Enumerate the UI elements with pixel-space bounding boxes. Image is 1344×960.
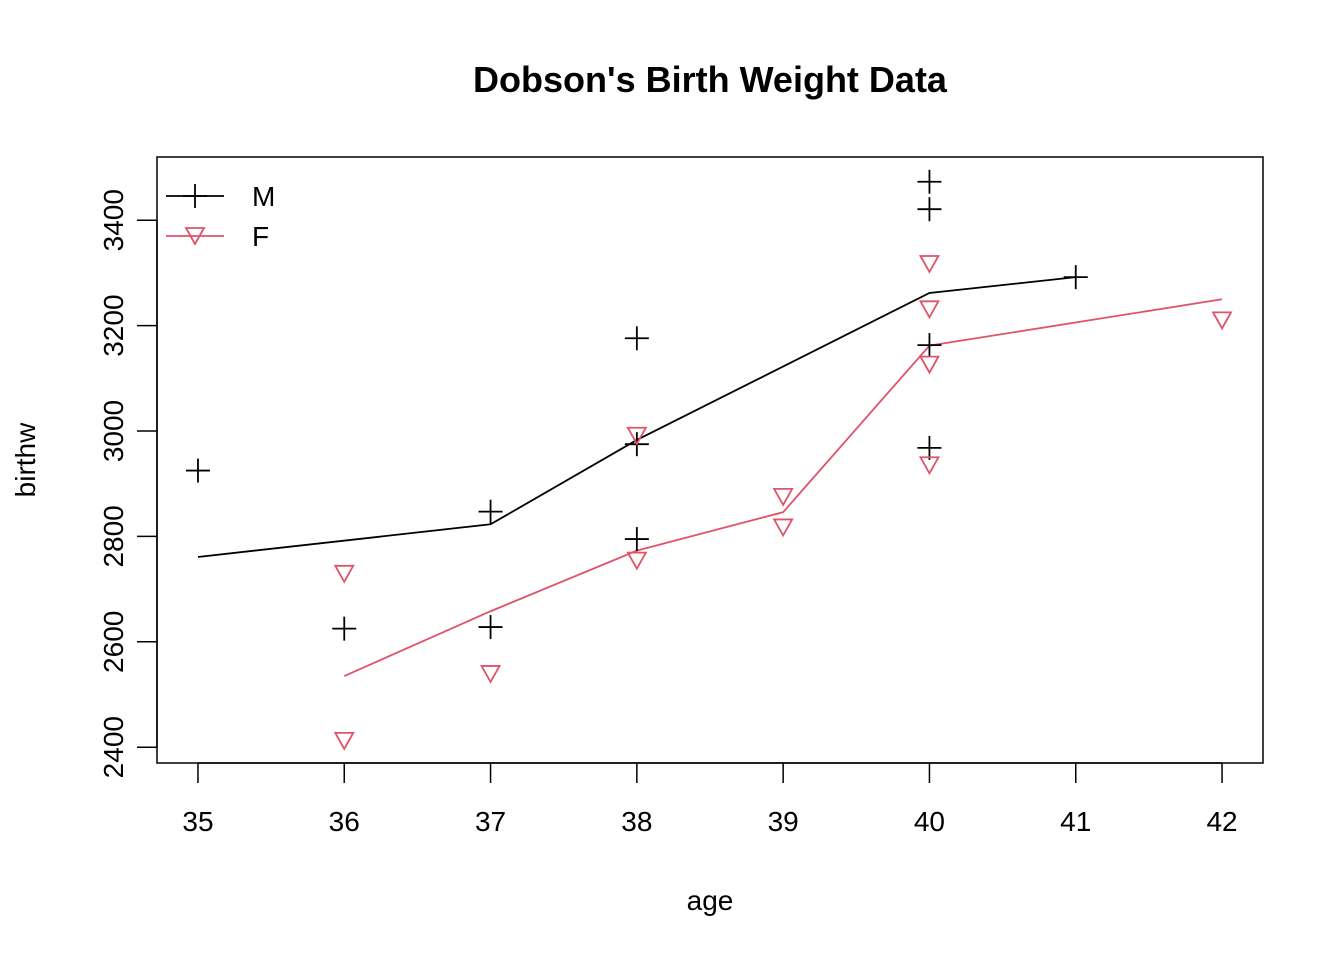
point-f-1 xyxy=(333,731,355,751)
x-tick-label-35: 35 xyxy=(182,806,213,837)
point-f-5 xyxy=(772,487,794,507)
point-m-10 xyxy=(917,435,942,460)
y-tick-label-2600: 2600 xyxy=(98,611,129,673)
x-tick-label-42: 42 xyxy=(1206,806,1237,837)
legend-label-m: M xyxy=(252,181,275,212)
x-axis-label: age xyxy=(687,885,734,916)
x-axis: 35 36 37 38 39 40 41 42 xyxy=(182,762,1238,837)
legend-marker-f xyxy=(184,227,206,246)
fit-line-m xyxy=(197,276,1076,558)
point-m-4 xyxy=(624,326,649,351)
fit-lines xyxy=(197,276,1223,677)
point-m-1 xyxy=(332,616,357,641)
point-f-3 xyxy=(626,426,648,446)
x-tick-label-39: 39 xyxy=(768,806,799,837)
x-tick-label-40: 40 xyxy=(914,806,945,837)
point-m-3 xyxy=(478,615,503,640)
point-m-2 xyxy=(478,499,503,524)
y-axis: 2400 2600 2800 3000 3200 3400 xyxy=(98,189,158,778)
x-tick-label-38: 38 xyxy=(621,806,652,837)
point-f-4 xyxy=(626,551,648,571)
x-tick-label-37: 37 xyxy=(475,806,506,837)
point-f-6 xyxy=(772,518,794,538)
chart-title: Dobson's Birth Weight Data xyxy=(473,59,948,100)
y-tick-label-2400: 2400 xyxy=(98,716,129,778)
point-f-0 xyxy=(333,564,355,584)
y-axis-label: birthw xyxy=(10,422,41,497)
point-m-6 xyxy=(624,527,649,552)
data-points xyxy=(185,169,1233,751)
point-f-7 xyxy=(918,255,940,274)
point-m-0 xyxy=(185,458,210,483)
point-f-8 xyxy=(918,300,940,320)
fit-line-f xyxy=(343,298,1223,677)
y-tick-label-2800: 2800 xyxy=(98,505,129,567)
point-f-9 xyxy=(918,355,940,375)
y-tick-label-3400: 3400 xyxy=(98,189,129,251)
legend-label-f: F xyxy=(252,221,269,252)
point-m-11 xyxy=(1063,265,1088,290)
legend: MF xyxy=(166,181,275,252)
point-f-11 xyxy=(1211,311,1233,331)
x-tick-label-36: 36 xyxy=(329,806,360,837)
point-f-10 xyxy=(918,456,940,476)
point-m-9 xyxy=(917,333,942,358)
y-tick-label-3200: 3200 xyxy=(98,294,129,356)
legend-marker-m xyxy=(183,184,207,208)
x-tick-label-41: 41 xyxy=(1060,806,1091,837)
point-f-2 xyxy=(480,665,502,684)
point-m-7 xyxy=(917,169,942,194)
plot-frame xyxy=(156,156,1264,764)
y-tick-label-3000: 3000 xyxy=(98,400,129,462)
point-m-8 xyxy=(917,197,942,222)
